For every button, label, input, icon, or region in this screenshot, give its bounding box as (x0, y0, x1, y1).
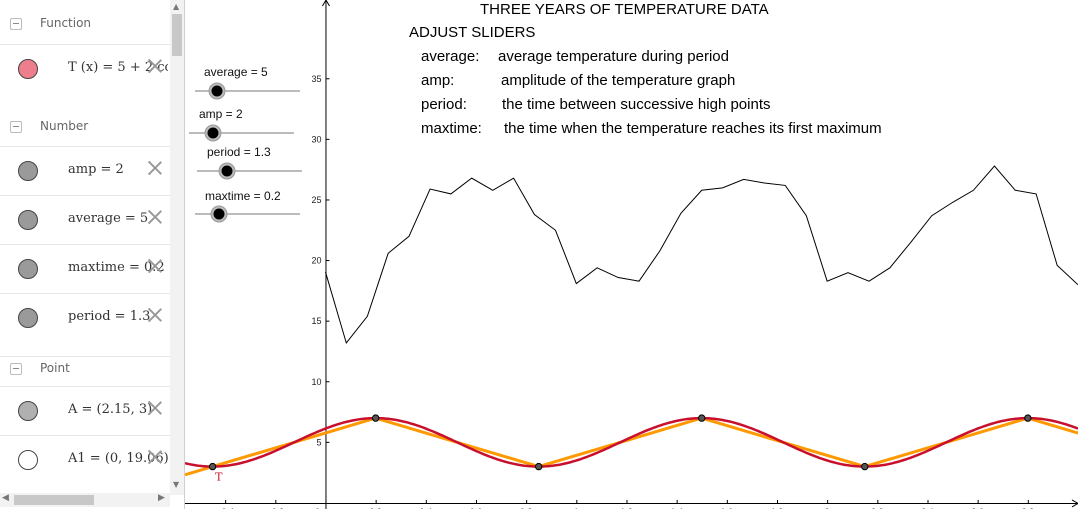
point (698, 414, 706, 422)
y-tick-label: 15 (311, 316, 321, 326)
delete-icon[interactable] (146, 159, 164, 177)
point (861, 462, 869, 471)
point (371, 414, 380, 422)
delete-icon[interactable] (146, 306, 164, 324)
y-tick-label: 10 (311, 377, 321, 387)
y-tick-label: 5 (316, 437, 321, 447)
visibility-toggle[interactable] (18, 259, 38, 279)
slider-knob (213, 208, 225, 220)
delete-icon[interactable] (146, 448, 164, 466)
point-row-A1[interactable]: A1 = (0, 19.06) (0, 435, 170, 484)
term-average: average: (421, 48, 480, 65)
delete-icon[interactable] (146, 208, 164, 226)
temperature-data-line (324, 165, 1078, 345)
scroll-thumb[interactable] (14, 495, 94, 505)
desc-amp: amplitude of the temperature graph (501, 72, 736, 89)
group-point-header[interactable]: Point (0, 356, 170, 381)
function-label-T: T (215, 471, 223, 484)
group-label: Number (40, 119, 89, 133)
visibility-toggle[interactable] (18, 59, 38, 79)
adjust-sliders-heading: ADJUST SLIDERS (409, 24, 536, 41)
number-definition[interactable]: amp = 2 (68, 162, 124, 177)
delete-icon[interactable] (146, 257, 164, 275)
number-row-average[interactable]: average = 5 (0, 195, 170, 244)
group-number-header[interactable]: Number (0, 115, 170, 139)
y-tick-label: 35 (311, 74, 321, 84)
scroll-up-icon[interactable]: ▲ (173, 2, 180, 11)
point-definition[interactable]: A1 = (0, 19.06) (68, 451, 168, 466)
scroll-down-icon[interactable]: ▼ (173, 480, 180, 489)
vertical-scrollbar[interactable]: ▲ ▼ (170, 0, 184, 495)
chart-title: THREE YEARS OF TEMPERATURE DATA (480, 1, 769, 18)
group-label: Function (40, 16, 92, 30)
visibility-toggle[interactable] (18, 308, 38, 328)
y-tick-label: 25 (311, 195, 321, 205)
number-definition[interactable]: period = 1.3 (68, 309, 151, 324)
slider-label-maxtime: maxtime = 0.2 (205, 189, 281, 203)
delete-icon[interactable] (146, 57, 164, 75)
delete-icon[interactable] (146, 399, 164, 417)
slider-knob (207, 127, 219, 139)
visibility-toggle[interactable] (18, 210, 38, 230)
slider-label-amp: amp = 2 (199, 107, 243, 121)
term-amp: amp: (421, 72, 455, 89)
slider-knob (211, 85, 223, 97)
number-definition[interactable]: average = 5 (68, 211, 149, 226)
graphics-view[interactable]: −0.4−0.200.20.40.60.811.21.41.61.822.22.… (184, 0, 1078, 513)
point (534, 462, 543, 471)
slider-knob (221, 165, 233, 177)
scroll-right-icon[interactable]: ▶ (158, 493, 165, 503)
point (208, 462, 217, 471)
number-row-amp[interactable]: amp = 2 (0, 146, 170, 195)
point-row-A[interactable]: A = (2.15, 3) (0, 386, 170, 435)
function-T-curve (184, 416, 1078, 468)
number-row-maxtime[interactable]: maxtime = 0.2 (0, 244, 170, 293)
slider-label-average: average = 5 (204, 65, 268, 79)
y-tick-label: 30 (311, 134, 321, 144)
x-axis-arrow (1071, 499, 1078, 508)
function-row-T[interactable]: T (x) = 5 + 2 cos (0, 44, 170, 93)
collapse-toggle[interactable] (10, 121, 22, 133)
group-label: Point (40, 361, 70, 375)
scroll-thumb[interactable] (172, 14, 182, 56)
desc-maxtime: the time when the temperature reaches it… (504, 120, 882, 137)
desc-period: the time between successive high points (502, 96, 771, 113)
slider-label-period: period = 1.3 (207, 145, 271, 159)
visibility-toggle[interactable] (18, 161, 38, 181)
term-maxtime: maxtime: (421, 120, 482, 137)
visibility-toggle[interactable] (18, 401, 38, 421)
number-definition[interactable]: maxtime = 0.2 (68, 260, 165, 275)
collapse-toggle[interactable] (10, 363, 22, 375)
group-function-header[interactable]: Function (0, 12, 170, 36)
point (1024, 414, 1032, 422)
y-tick-label: 20 (311, 256, 321, 266)
number-row-period[interactable]: period = 1.3 (0, 293, 170, 342)
point-definition[interactable]: A = (2.15, 3) (68, 402, 153, 417)
term-period: period: (421, 96, 467, 113)
desc-average: average temperature during period (498, 48, 729, 65)
y-axis-arrow (322, 0, 330, 7)
algebra-view: Function T (x) = 5 + 2 cos Number amp = … (0, 0, 185, 509)
function-definition[interactable]: T (x) = 5 + 2 cos (68, 60, 168, 75)
horizontal-scrollbar[interactable]: ◀ ▶ (0, 493, 170, 507)
scroll-left-icon[interactable]: ◀ (2, 493, 9, 503)
visibility-toggle[interactable] (18, 450, 38, 470)
collapse-toggle[interactable] (10, 18, 22, 30)
